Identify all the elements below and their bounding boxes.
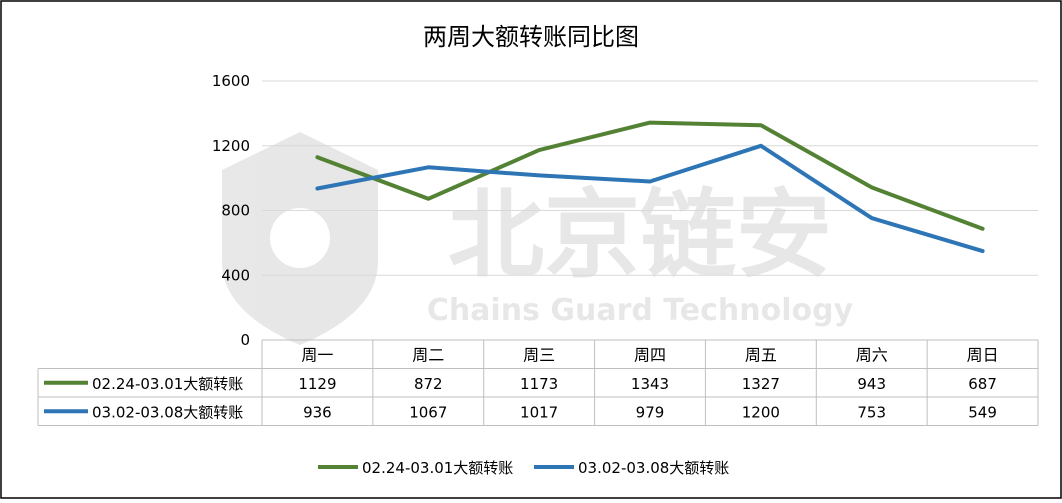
data-label: 872 <box>414 375 443 393</box>
data-label: 1327 <box>742 375 780 393</box>
grid-layer <box>262 80 1038 276</box>
legend-entry: 03.02-03.08大额转账 <box>578 459 729 477</box>
y-tick-label: 400 <box>221 266 250 284</box>
category-label: 周二 <box>412 345 444 364</box>
y-tick-label: 1600 <box>212 72 250 90</box>
legend: 02.24-03.01大额转账 03.02-03.08大额转账 <box>318 459 729 477</box>
data-label: 979 <box>636 403 665 421</box>
data-label: 1173 <box>520 375 558 393</box>
data-label: 549 <box>968 403 997 421</box>
watermark-subtext: Chains Guard Technology <box>427 293 854 328</box>
data-label: 1017 <box>520 403 558 421</box>
watermark-text: 北京链安 <box>448 179 832 291</box>
y-tick-label: 0 <box>240 331 250 349</box>
legend-entry: 02.24-03.01大额转账 <box>362 459 513 477</box>
series-line-2 <box>315 143 985 254</box>
category-label: 周日 <box>967 345 999 364</box>
y-axis: 0 400 800 1200 1600 <box>212 72 250 349</box>
category-label: 周三 <box>523 345 555 364</box>
table-series-name: 03.02-03.08大额转账 <box>92 403 243 421</box>
series-line-1 <box>315 120 985 231</box>
chart-title: 两周大额转账同比图 <box>423 23 639 51</box>
y-tick-label: 800 <box>221 202 250 220</box>
data-label: 753 <box>857 403 886 421</box>
y-tick-label: 1200 <box>212 137 250 155</box>
table-series-name: 02.24-03.01大额转账 <box>92 375 243 393</box>
data-label: 1067 <box>409 403 447 421</box>
category-label: 周四 <box>634 345 666 364</box>
category-label: 周五 <box>745 345 777 364</box>
data-label: 1200 <box>742 403 780 421</box>
data-label: 687 <box>968 375 997 393</box>
series-layer <box>315 120 985 254</box>
data-label: 1129 <box>298 375 336 393</box>
data-label: 1343 <box>631 375 669 393</box>
category-label: 周一 <box>301 345 333 364</box>
category-label: 周六 <box>856 345 888 364</box>
data-label: 936 <box>303 403 332 421</box>
data-table: 周一 周二 周三 周四 周五 周六 周日 02.24-03.01大额转账 1129 872 1173… <box>37 339 1039 426</box>
data-label: 943 <box>857 375 886 393</box>
watermark-shield-center <box>270 208 330 268</box>
